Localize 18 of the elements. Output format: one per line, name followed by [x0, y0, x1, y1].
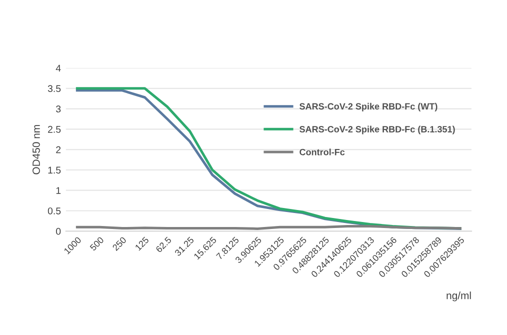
y-axis-title: OD450 nm — [32, 125, 40, 174]
legend-label: Control-Fc — [300, 148, 345, 156]
y-tick-label: 4 — [56, 64, 61, 72]
x-tick-label: 125 — [134, 236, 150, 251]
x-tick-label: 500 — [89, 236, 104, 252]
x-axis-title: ng/ml — [446, 292, 471, 302]
y-tick-label: 1 — [56, 187, 61, 194]
y-tick-label: 1.5 — [48, 166, 61, 174]
x-tick-label: 62.5 — [155, 236, 172, 253]
y-tick-label: 3.5 — [48, 85, 61, 92]
legend-label: SARS-CoV-2 Spike RBD-Fc (WT) — [300, 102, 438, 112]
y-tick-label: 0.5 — [48, 207, 61, 214]
y-tick-label: 3 — [56, 106, 61, 112]
legend-label: SARS-CoV-2 Spike RBD-Fc (B.1.351) — [300, 126, 455, 134]
y-tick-label: 2.5 — [48, 126, 61, 133]
y-tick-label: 0 — [56, 228, 61, 235]
y-tick-label: 2 — [56, 146, 61, 154]
x-tick-label: 250 — [112, 236, 127, 252]
